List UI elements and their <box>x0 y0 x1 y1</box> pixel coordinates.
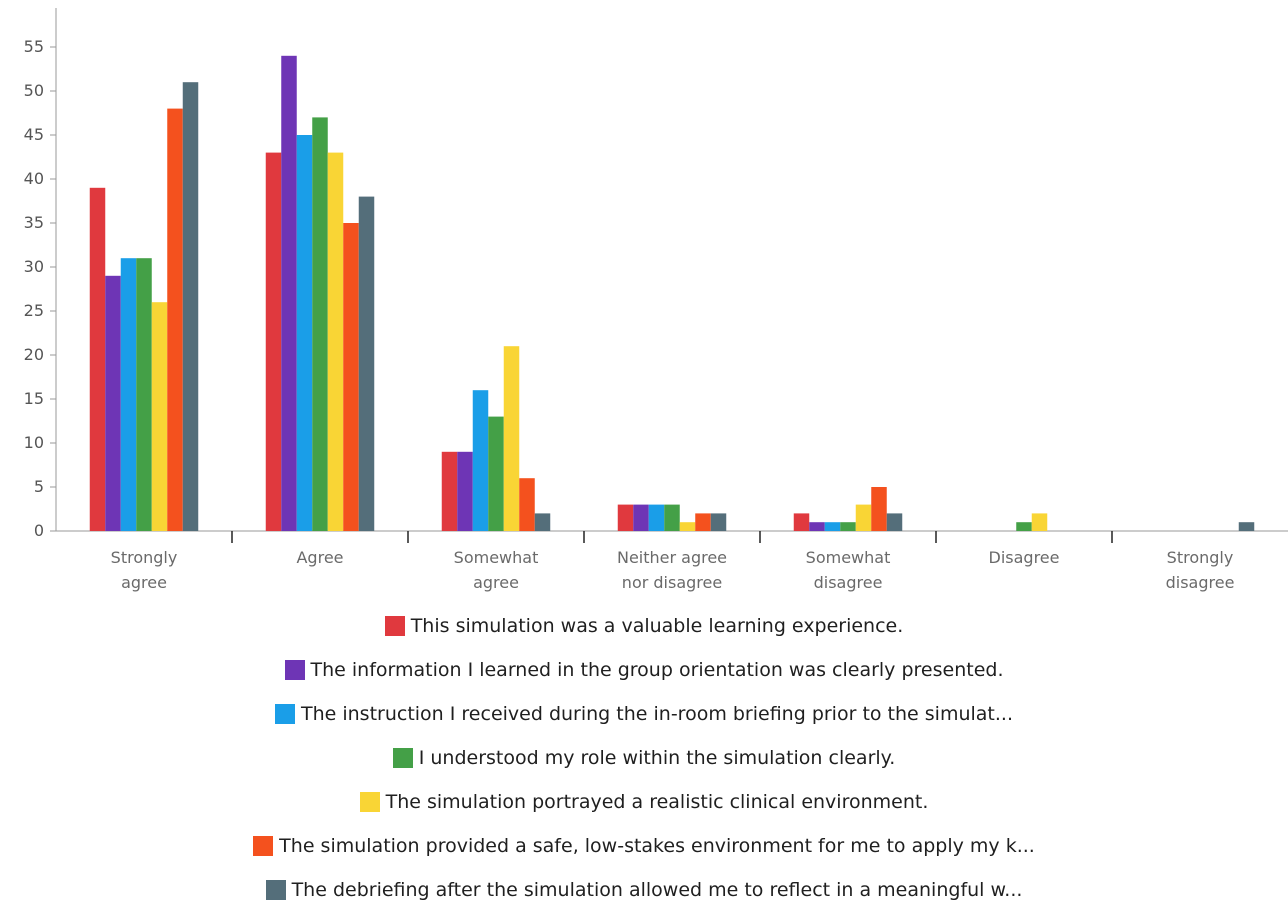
bar <box>1016 522 1032 531</box>
bar <box>281 55 297 532</box>
legend-swatch <box>359 792 380 812</box>
bar <box>1031 513 1048 531</box>
chart-bars <box>89 55 1255 532</box>
bar <box>809 522 825 531</box>
y-tick-label: 0 <box>34 521 44 540</box>
x-category-label: agree <box>121 573 167 592</box>
bar <box>265 152 282 531</box>
bar <box>633 504 649 531</box>
legend-label: This simulation was a valuable learning … <box>410 615 904 637</box>
bar <box>358 196 375 531</box>
bar <box>871 487 887 531</box>
legend-swatch <box>274 704 295 724</box>
legend-swatch <box>265 880 286 900</box>
x-category-label: disagree <box>1166 573 1235 592</box>
bar <box>648 504 665 531</box>
bar-chart: 0 5 10 15 20 25 30 35 40 45 50 55 Strongly agree Agree… <box>24 8 1288 592</box>
bar <box>793 513 810 531</box>
bar <box>151 302 168 531</box>
x-category-label: Strongly <box>111 548 178 567</box>
y-tick-label: 25 <box>24 301 44 320</box>
chart-labels: 0 5 10 15 20 25 30 35 40 45 50 55 Strongly agree Agree… <box>24 37 1235 592</box>
bar <box>136 258 152 531</box>
x-category-label: nor disagree <box>622 573 722 592</box>
legend-label: The information I learned in the group o… <box>310 659 1004 681</box>
legend-label: I understood my role within the simulati… <box>418 747 896 769</box>
bar <box>534 513 551 531</box>
bar <box>840 522 856 531</box>
legend-item: The information I learned in the group o… <box>0 648 1288 692</box>
y-tick-label: 20 <box>24 345 44 364</box>
x-category-label: Disagree <box>989 548 1060 567</box>
x-category-label: Neither agree <box>617 548 727 567</box>
y-tick-label: 15 <box>24 389 44 408</box>
chart-legend: This simulation was a valuable learning … <box>0 604 1288 912</box>
legend-swatch <box>384 616 405 636</box>
y-tick-label: 10 <box>24 433 44 452</box>
legend-label: The simulation provided a safe, low-stak… <box>279 835 1035 857</box>
x-category-label: Agree <box>296 548 343 567</box>
y-tick-label: 55 <box>24 37 44 56</box>
bar <box>296 135 313 531</box>
legend-item: I understood my role within the simulati… <box>0 736 1288 780</box>
bar <box>327 152 344 531</box>
bar <box>1238 522 1255 531</box>
bar <box>312 117 328 532</box>
x-category-label: Somewhat <box>454 548 539 567</box>
bar <box>503 346 520 531</box>
y-tick-label: 40 <box>24 169 44 188</box>
y-tick-label: 5 <box>34 477 44 496</box>
bar <box>105 275 121 531</box>
bar <box>519 478 535 531</box>
y-tick-label: 30 <box>24 257 44 276</box>
bar <box>679 522 696 531</box>
bar <box>824 522 841 531</box>
x-category-label: Strongly <box>1167 548 1234 567</box>
y-tick-label: 45 <box>24 125 44 144</box>
bar <box>855 504 872 531</box>
bar <box>182 82 199 531</box>
bar <box>457 451 473 531</box>
x-category-label: disagree <box>814 573 883 592</box>
legend-label: The debriefing after the simulation allo… <box>291 879 1023 901</box>
bar <box>488 416 504 531</box>
bar <box>710 513 727 531</box>
legend-item: This simulation was a valuable learning … <box>0 604 1288 648</box>
legend-label: The simulation portrayed a realistic cli… <box>385 791 929 813</box>
legend-item: The instruction I received during the in… <box>0 692 1288 736</box>
legend-item: The simulation provided a safe, low-stak… <box>0 824 1288 868</box>
bar <box>472 390 489 531</box>
y-tick-label: 35 <box>24 213 44 232</box>
legend-item: The simulation portrayed a realistic cli… <box>0 780 1288 824</box>
bar <box>89 187 106 532</box>
legend-swatch <box>284 660 305 680</box>
bar <box>664 504 680 531</box>
x-category-label: agree <box>473 573 519 592</box>
x-category-label: Somewhat <box>806 548 891 567</box>
bar <box>617 504 634 531</box>
chart-axes <box>50 8 1288 543</box>
legend-swatch <box>253 836 274 856</box>
bar <box>886 513 903 531</box>
bar <box>343 223 359 531</box>
legend-item: The debriefing after the simulation allo… <box>0 868 1288 912</box>
legend-label: The instruction I received during the in… <box>300 703 1013 725</box>
bar <box>441 451 458 531</box>
bar <box>695 513 711 531</box>
bar <box>120 258 137 531</box>
y-tick-label: 50 <box>24 81 44 100</box>
bar <box>167 108 183 531</box>
legend-swatch <box>392 748 413 768</box>
